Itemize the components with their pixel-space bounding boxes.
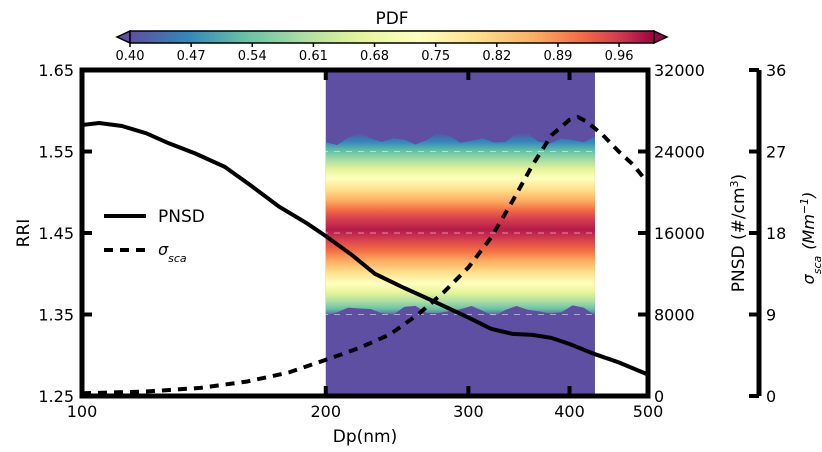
y-right-pnsd-tick-label: 32000 <box>654 61 705 80</box>
y-left-axis-label: RRI <box>14 219 34 248</box>
colorbar-gradient <box>129 30 655 44</box>
y-right-pnsd-axis-label: PNSD (#/cm3) <box>728 174 750 292</box>
colorbar-tick-label: 0.68 <box>360 49 389 64</box>
heatmap-band <box>325 132 595 317</box>
legend-sigma-sub: sca <box>168 252 187 265</box>
colorbar: PDF 0.40 0.47 0.54 0.61 0.68 0.75 0.82 0.89 0.96 <box>115 9 669 64</box>
colorbar-tick-label: 0.40 <box>116 49 145 64</box>
y-right-sigma-tick-label: 36 <box>766 61 786 80</box>
legend-sigma-symbol: σ <box>158 240 169 259</box>
x-tick-label: 100 <box>67 402 98 421</box>
sigma-label-units-sup: −1 <box>798 198 811 214</box>
y-right-sigma-axis-label: σsca (Mm−1) <box>798 192 822 285</box>
y-left-tick-label: 1.65 <box>38 61 74 80</box>
colorbar-title: PDF <box>375 9 408 29</box>
colorbar-tick-label: 0.75 <box>421 49 450 64</box>
y-left-tick-label: 1.25 <box>38 387 74 406</box>
pnsd-label-sup: 3 <box>728 180 741 187</box>
colorbar-tick-label: 0.54 <box>238 49 267 64</box>
sigma-label-symbol: σ <box>799 273 818 284</box>
y-left-tick-label: 1.55 <box>38 143 74 162</box>
colorbar-tick-label: 0.61 <box>299 49 328 64</box>
pnsd-series-line <box>82 120 648 377</box>
pnsd-label-text: PNSD (#/cm <box>729 187 749 292</box>
legend-sigma-label: σsca <box>158 240 187 265</box>
x-tick-label: 400 <box>554 402 585 421</box>
y-right-sigma-tick-label: 27 <box>766 143 786 162</box>
y-right-pnsd-tick-label: 0 <box>654 387 664 406</box>
colorbar-tick-label: 0.47 <box>177 49 206 64</box>
colorbar-min-extend <box>115 29 131 45</box>
legend-pnsd-label: PNSD <box>158 207 205 227</box>
colorbar-ticks: 0.40 0.47 0.54 0.61 0.68 0.75 0.82 0.89 0.96 <box>116 43 634 64</box>
sigma-label-units: (Mm <box>799 214 818 250</box>
colorbar-tick-label: 0.89 <box>543 49 572 64</box>
colorbar-max-extend <box>653 29 669 45</box>
y-right-pnsd-tick-label: 24000 <box>654 143 705 162</box>
y-right-sigma-tick-label: 0 <box>766 387 776 406</box>
colorbar-tick-label: 0.96 <box>605 49 634 64</box>
x-axis-ticks: 100 200 300 400 500 <box>67 70 664 421</box>
sigma-label-units-end: ) <box>799 192 818 199</box>
y-right-pnsd-tick-label: 16000 <box>654 224 705 243</box>
y-right-pnsd-axis-ticks: 0 8000 16000 24000 32000 <box>638 61 705 406</box>
legend: PNSD σsca <box>92 198 228 268</box>
gridlines <box>82 151 648 315</box>
y-right-sigma-tick-label: 9 <box>766 306 776 325</box>
sigma-sca-series-line <box>82 114 648 396</box>
y-left-tick-label: 1.45 <box>38 224 74 243</box>
sigma-label-sub: sca <box>811 255 822 274</box>
colorbar-tick-label: 0.82 <box>482 49 511 64</box>
y-right-pnsd-tick-label: 8000 <box>654 306 695 325</box>
x-tick-label: 200 <box>310 402 341 421</box>
y-right-sigma-axis-ticks: 0 9 18 27 36 <box>749 61 786 406</box>
x-axis-label: Dp(nm) <box>333 427 397 447</box>
y-right-sigma-tick-label: 18 <box>766 224 786 243</box>
pnsd-label-end: ) <box>729 174 749 181</box>
x-tick-label: 300 <box>453 402 484 421</box>
x-tick-label: 500 <box>633 402 664 421</box>
y-left-tick-label: 1.35 <box>38 306 74 325</box>
legend-box <box>92 198 228 268</box>
y-left-axis-ticks: 1.25 1.35 1.45 1.55 1.65 <box>38 61 92 406</box>
